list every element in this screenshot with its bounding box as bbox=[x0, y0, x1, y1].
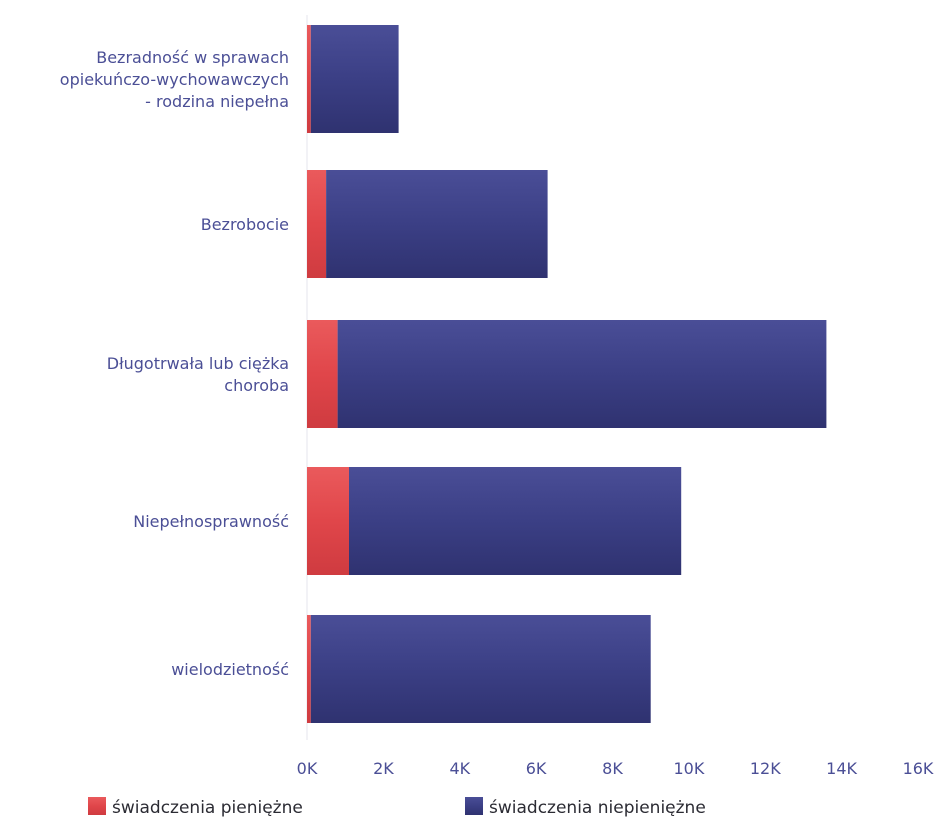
bars-layer bbox=[307, 25, 827, 723]
bar-segment-pieniezne-4 bbox=[307, 615, 311, 723]
x-tick-label: 10K bbox=[673, 759, 704, 778]
legend-swatch bbox=[465, 797, 483, 815]
x-tick-label: 6K bbox=[526, 759, 547, 778]
category-label: wielodzietność bbox=[171, 660, 289, 679]
x-tick-label: 8K bbox=[602, 759, 623, 778]
bar-segment-pieniezne-0 bbox=[307, 25, 311, 133]
category-label: Długotrwała lub ciężka choroba bbox=[107, 354, 289, 395]
category-label-line: opiekuńczo-wychowawczych bbox=[60, 70, 289, 89]
category-label-line: wielodzietność bbox=[171, 660, 289, 679]
category-label-line: Niepełnosprawność bbox=[133, 512, 289, 531]
legend-item-niepieniezne[interactable]: świadczenia niepieniężne bbox=[465, 797, 706, 818]
category-label: Bezradność w sprawach opiekuńczo-wychowaw… bbox=[60, 48, 289, 111]
x-tick-label: 16K bbox=[903, 759, 934, 778]
legend-item-pieniezne[interactable]: świadczenia pieniężne bbox=[88, 797, 303, 818]
category-label-line: Bezrobocie bbox=[201, 215, 289, 234]
category-label-line: - rodzina niepełna bbox=[145, 92, 289, 111]
x-tick-label: 2K bbox=[373, 759, 394, 778]
bar-segment-niepieniezne-2 bbox=[337, 320, 827, 428]
category-label: Bezrobocie bbox=[201, 215, 289, 234]
legend-swatch bbox=[88, 797, 106, 815]
legend-label: świadczenia niepieniężne bbox=[489, 798, 706, 818]
bar-segment-pieniezne-1 bbox=[307, 170, 327, 278]
legend: świadczenia pieniężne świadczenia niepien… bbox=[88, 797, 706, 818]
category-label-line: choroba bbox=[224, 376, 289, 395]
bar-segment-pieniezne-3 bbox=[307, 467, 349, 575]
category-labels: Bezradność w sprawach opiekuńczo-wychowaw… bbox=[60, 48, 289, 679]
x-tick-label: 12K bbox=[750, 759, 781, 778]
bar-segment-niepieniezne-0 bbox=[310, 25, 399, 133]
category-label: Niepełnosprawność bbox=[133, 512, 289, 531]
x-tick-labels: 0K 2K 4K 6K 8K 10K 12K 14K 16K bbox=[297, 759, 934, 778]
x-tick-label: 4K bbox=[449, 759, 470, 778]
legend-label: świadczenia pieniężne bbox=[112, 798, 303, 818]
category-label-line: Długotrwała lub ciężka bbox=[107, 354, 289, 373]
bar-segment-niepieniezne-3 bbox=[349, 467, 682, 575]
bar-segment-niepieniezne-4 bbox=[310, 615, 651, 723]
bar-segment-pieniezne-2 bbox=[307, 320, 338, 428]
category-label-line: Bezradność w sprawach bbox=[96, 48, 289, 67]
x-tick-label: 0K bbox=[297, 759, 318, 778]
x-tick-label: 14K bbox=[826, 759, 857, 778]
bar-segment-niepieniezne-1 bbox=[326, 170, 548, 278]
